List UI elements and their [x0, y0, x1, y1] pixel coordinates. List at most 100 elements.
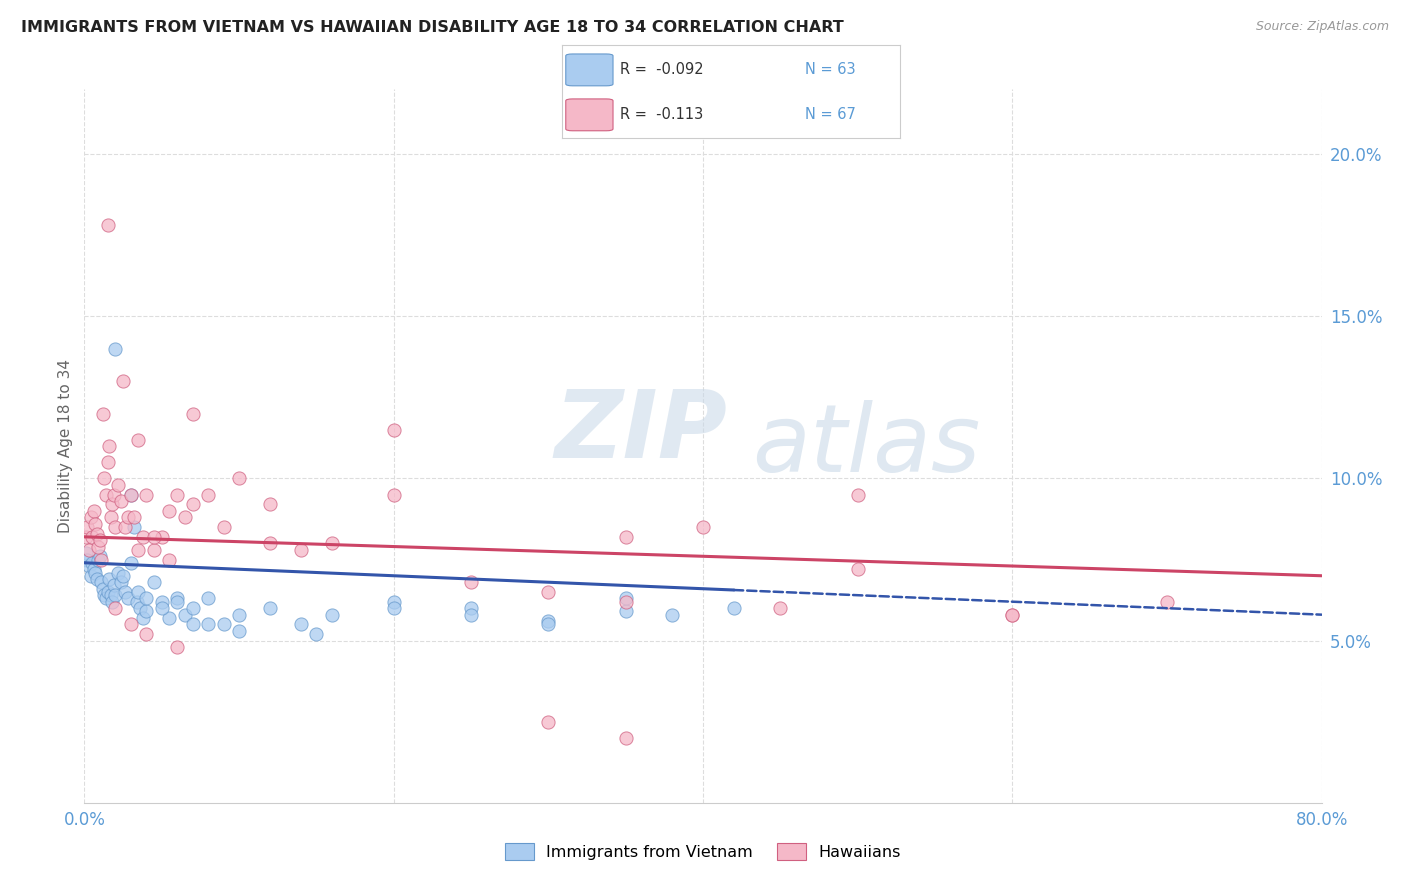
Point	[321, 536, 343, 550]
Point	[228, 624, 250, 638]
Point	[104, 342, 127, 356]
Point	[846, 488, 869, 502]
Point	[166, 595, 188, 609]
Point	[91, 407, 114, 421]
Point	[96, 585, 118, 599]
Point	[87, 552, 110, 566]
Point	[259, 601, 281, 615]
Point	[174, 607, 197, 622]
Point	[321, 607, 343, 622]
FancyBboxPatch shape	[565, 54, 613, 86]
Point	[98, 572, 121, 586]
Point	[143, 530, 166, 544]
Point	[101, 497, 124, 511]
Text: atlas: atlas	[752, 401, 981, 491]
Point	[82, 530, 104, 544]
Point	[83, 562, 105, 576]
Point	[107, 478, 129, 492]
Point	[197, 617, 219, 632]
Point	[382, 423, 405, 437]
Point	[104, 601, 127, 615]
Point	[122, 510, 145, 524]
Point	[112, 568, 135, 582]
Point	[135, 627, 157, 641]
Point	[197, 488, 219, 502]
Point	[537, 714, 560, 729]
Point	[150, 601, 173, 615]
Point	[382, 488, 405, 502]
Point	[120, 556, 142, 570]
Point	[100, 588, 122, 602]
Point	[132, 530, 155, 544]
Point	[1156, 595, 1178, 609]
Point	[159, 611, 180, 625]
Point	[305, 627, 328, 641]
Text: N = 63: N = 63	[806, 62, 856, 78]
Point	[159, 552, 180, 566]
Point	[90, 552, 112, 566]
Point	[150, 595, 173, 609]
Point	[117, 591, 139, 606]
Point	[769, 601, 792, 615]
Point	[77, 559, 100, 574]
Point	[114, 585, 136, 599]
Point	[114, 520, 136, 534]
Point	[86, 572, 108, 586]
Text: IMMIGRANTS FROM VIETNAM VS HAWAIIAN DISABILITY AGE 18 TO 34 CORRELATION CHART: IMMIGRANTS FROM VIETNAM VS HAWAIIAN DISA…	[21, 20, 844, 35]
Point	[166, 640, 188, 654]
Point	[197, 591, 219, 606]
Point	[104, 588, 127, 602]
Point	[77, 542, 100, 557]
Point	[127, 585, 149, 599]
Point	[166, 488, 188, 502]
Text: R =  -0.113: R = -0.113	[620, 107, 703, 122]
Point	[614, 731, 637, 745]
Point	[290, 617, 312, 632]
FancyBboxPatch shape	[565, 99, 613, 131]
Point	[614, 595, 637, 609]
Point	[82, 556, 104, 570]
Point	[692, 520, 714, 534]
Point	[79, 510, 101, 524]
Point	[84, 566, 107, 580]
Point	[143, 542, 166, 557]
Point	[112, 374, 135, 388]
Point	[382, 601, 405, 615]
Point	[212, 520, 235, 534]
Point	[104, 520, 127, 534]
Point	[127, 433, 149, 447]
Point	[259, 497, 281, 511]
Point	[84, 516, 107, 531]
Point	[83, 504, 105, 518]
Point	[212, 617, 235, 632]
Text: ZIP: ZIP	[554, 385, 727, 478]
Point	[259, 536, 281, 550]
Point	[76, 520, 98, 534]
Point	[614, 591, 637, 606]
Point	[93, 588, 115, 602]
Text: N = 67: N = 67	[806, 107, 856, 122]
Point	[96, 219, 118, 233]
Point	[290, 542, 312, 557]
Point	[181, 601, 204, 615]
Point	[460, 607, 482, 622]
Point	[460, 601, 482, 615]
Point	[150, 530, 173, 544]
Point	[75, 546, 97, 560]
Point	[135, 488, 157, 502]
Text: R =  -0.092: R = -0.092	[620, 62, 703, 78]
Point	[110, 494, 132, 508]
Text: Source: ZipAtlas.com: Source: ZipAtlas.com	[1256, 20, 1389, 33]
Point	[79, 568, 101, 582]
Point	[181, 617, 204, 632]
Point	[460, 575, 482, 590]
Point	[103, 578, 125, 592]
Point	[103, 488, 125, 502]
Point	[75, 530, 97, 544]
Point	[129, 601, 152, 615]
Point	[89, 533, 111, 547]
Point	[1001, 607, 1024, 622]
Point	[120, 488, 142, 502]
Point	[120, 488, 142, 502]
Point	[94, 488, 117, 502]
